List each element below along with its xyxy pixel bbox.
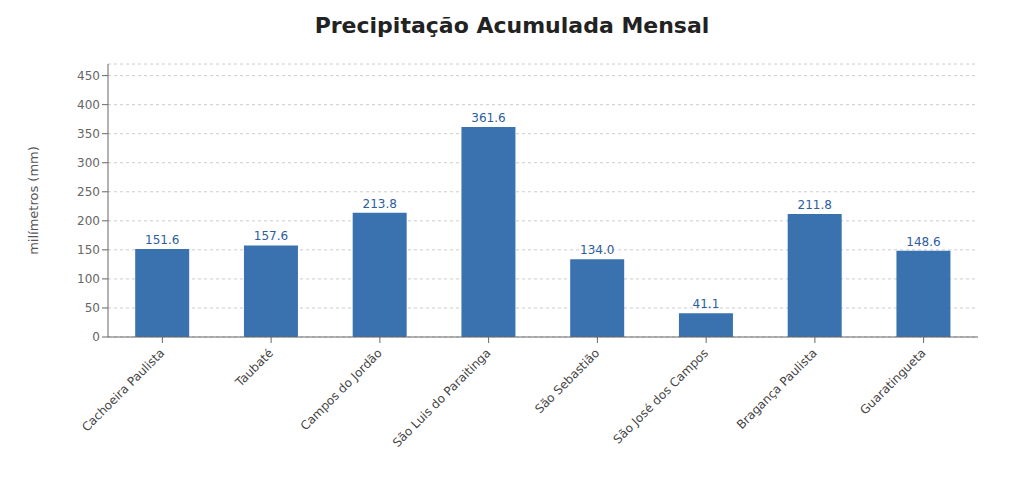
svg-text:100: 100: [77, 272, 100, 286]
svg-text:134.0: 134.0: [580, 243, 614, 257]
svg-text:148.6: 148.6: [906, 235, 940, 249]
svg-text:São Luis do Paraitinga: São Luis do Paraitinga: [390, 346, 494, 450]
svg-text:151.6: 151.6: [145, 233, 179, 247]
svg-text:Bragança Paulista: Bragança Paulista: [734, 346, 820, 432]
svg-text:211.8: 211.8: [798, 198, 832, 212]
svg-text:milímetros (mm): milímetros (mm): [26, 146, 41, 255]
svg-text:Taubaté: Taubaté: [232, 346, 276, 390]
svg-text:150: 150: [77, 243, 100, 257]
svg-text:São José dos Campos: São José dos Campos: [611, 346, 711, 446]
svg-text:0: 0: [92, 330, 100, 344]
svg-text:361.6: 361.6: [471, 111, 505, 125]
svg-text:Cachoeira Paulista: Cachoeira Paulista: [79, 346, 167, 434]
svg-text:41.1: 41.1: [693, 297, 720, 311]
svg-text:250: 250: [77, 185, 100, 199]
svg-text:350: 350: [77, 127, 100, 141]
html-text:Precipitação Acumulada Mensal: Precipitação Acumulada Mensal: [314, 13, 710, 38]
svg-text:400: 400: [77, 98, 100, 112]
svg-text:213.8: 213.8: [363, 197, 397, 211]
svg-text:200: 200: [77, 214, 100, 228]
svg-text:Guaratingueta: Guaratingueta: [857, 346, 928, 417]
svg-text:Campos do Jordão: Campos do Jordão: [298, 346, 385, 433]
svg-text:450: 450: [77, 69, 100, 83]
svg-text:50: 50: [85, 301, 100, 315]
svg-text:São Sebastião: São Sebastião: [532, 346, 602, 416]
svg-text:157.6: 157.6: [254, 229, 288, 243]
svg-text:300: 300: [77, 156, 100, 170]
